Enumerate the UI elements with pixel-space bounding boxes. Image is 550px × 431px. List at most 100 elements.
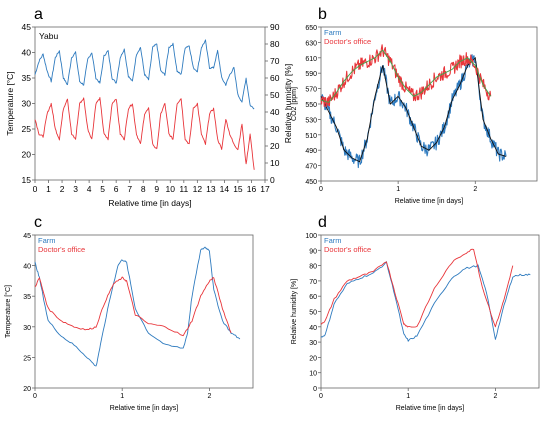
y-tick-label: 470 xyxy=(305,164,317,171)
y-tick-label: 15 xyxy=(22,175,32,185)
y-tick-label: 0 xyxy=(313,386,317,393)
y2-tick-label: 30 xyxy=(270,124,280,134)
y-tick-label: 20 xyxy=(23,386,31,393)
y-tick-label: 590 xyxy=(305,71,317,78)
y2-tick-label: 10 xyxy=(270,158,280,168)
x-tick-label: 7 xyxy=(127,184,132,194)
y-tick-label: 550 xyxy=(305,102,317,109)
y-tick-label: 60 xyxy=(309,294,317,301)
x-tick-label: 1 xyxy=(120,393,124,400)
x-tick-label: 5 xyxy=(100,184,105,194)
y2-tick-label: 0 xyxy=(270,175,275,185)
y-tick-label: 450 xyxy=(305,179,317,186)
y-tick-label: 30 xyxy=(23,325,31,332)
legend-item: Doctor's office xyxy=(324,245,371,254)
series-trend-farm xyxy=(320,56,507,163)
series-line-humidity xyxy=(34,39,255,110)
y-tick-label: 70 xyxy=(309,279,317,286)
x-tick-label: 6 xyxy=(114,184,119,194)
series-line-temperature xyxy=(34,97,255,170)
y-tick-label: 45 xyxy=(22,22,32,32)
x-axis-label: Relative time [in days] xyxy=(395,198,464,205)
series-line-farm xyxy=(320,54,507,169)
y-tick-label: 80 xyxy=(309,264,317,271)
y-axis-label: Temperature [°C] xyxy=(5,71,15,135)
chart-b: 0 1 2 450 470 490 510 530 550 570 590 610 630 650 Rela… xyxy=(291,25,538,205)
series-line-doctor-s-office xyxy=(320,44,492,108)
x-tick-label: 13 xyxy=(206,184,216,194)
plot-frame-c xyxy=(34,234,254,389)
y2-tick-label: 70 xyxy=(270,56,280,66)
x-tick-label: 4 xyxy=(87,184,92,194)
chart-c: 0 1 2 20 25 30 35 40 45 Relative time [in days] Te… xyxy=(4,233,254,412)
y-tick-label: 40 xyxy=(309,325,317,332)
legend-item: Farm xyxy=(324,28,342,37)
series-trend-doctors-office xyxy=(320,49,492,104)
y-tick-label: 35 xyxy=(22,73,32,83)
y-tick-label: 570 xyxy=(305,87,317,94)
y-tick-label: 20 xyxy=(22,150,32,160)
y-tick-label: 610 xyxy=(305,56,317,63)
y-tick-label: 90 xyxy=(309,248,317,255)
y-tick-label: 50 xyxy=(309,310,317,317)
x-tick-label: 2 xyxy=(493,393,497,400)
plot-frame-a xyxy=(34,26,266,181)
y-tick-label: 40 xyxy=(22,48,32,58)
x-tick-label: 2 xyxy=(207,393,211,400)
x-tick-label: 11 xyxy=(179,184,188,194)
x-tick-label: 0 xyxy=(33,184,38,194)
y-tick-label: 530 xyxy=(305,117,317,124)
panel-letter-b: b xyxy=(318,6,327,23)
x-axis-label: Relative time [in days] xyxy=(110,405,179,412)
panel-letter-a: a xyxy=(34,6,43,23)
series-line-doctor-s-office xyxy=(320,248,514,328)
y2-tick-label: 20 xyxy=(270,141,280,151)
y-tick-label: 45 xyxy=(23,233,31,240)
y-tick-label: 10 xyxy=(309,371,317,378)
x-tick-label: 9 xyxy=(154,184,159,194)
y-tick-label: 30 xyxy=(22,99,32,109)
x-tick-label: 16 xyxy=(247,184,257,194)
y-axis-label: CO2 [ppm] xyxy=(291,87,298,121)
x-tick-label: 2 xyxy=(473,186,477,193)
y-tick-label: 30 xyxy=(309,340,317,347)
panel-letter-c: c xyxy=(34,214,42,231)
x-tick-label: 1 xyxy=(396,186,400,193)
y2-tick-label: 90 xyxy=(270,22,280,32)
x-axis-label: Relative time [in days] xyxy=(108,198,191,208)
x-axis-label: Relative time [in days] xyxy=(396,405,465,412)
legend-item: Doctor's office xyxy=(324,37,371,46)
x-tick-label: 8 xyxy=(141,184,146,194)
y-tick-label: 510 xyxy=(305,133,317,140)
x-tick-label: 1 xyxy=(46,184,51,194)
x-tick-label: 17 xyxy=(260,184,270,194)
y-axis-label: Relative humidity [%] xyxy=(291,279,298,344)
y-tick-label: 490 xyxy=(305,148,317,155)
y2-axis-label: Relative humidity [%] xyxy=(283,64,293,143)
series-line-doctor-s-office xyxy=(34,276,232,337)
panel-letter-d: d xyxy=(318,214,327,231)
legend-item: Farm xyxy=(324,236,342,245)
y2-tick-label: 50 xyxy=(270,90,280,100)
x-tick-label: 12 xyxy=(193,184,203,194)
y-tick-label: 35 xyxy=(23,294,31,301)
x-tick-label: 14 xyxy=(220,184,230,194)
chart-a: 0 1 2 3 4 5 6 7 8 9 10 11 12 13 14 15 16 1715202530354045… xyxy=(5,22,293,208)
x-tick-label: 3 xyxy=(73,184,78,194)
y2-tick-label: 60 xyxy=(270,73,280,83)
y-tick-label: 20 xyxy=(309,355,317,362)
y-tick-label: 650 xyxy=(305,25,317,32)
x-tick-label: 0 xyxy=(319,186,323,193)
y2-tick-label: 80 xyxy=(270,39,280,49)
y-tick-label: 40 xyxy=(23,264,31,271)
series-line-farm xyxy=(320,261,531,342)
y-tick-label: 25 xyxy=(23,355,31,362)
location-annotation: Yabu xyxy=(39,31,58,41)
y2-tick-label: 40 xyxy=(270,107,280,117)
legend-item: Doctor's office xyxy=(38,245,85,254)
x-tick-label: 10 xyxy=(166,184,176,194)
legend-item: Farm xyxy=(38,236,56,245)
x-tick-label: 2 xyxy=(60,184,65,194)
